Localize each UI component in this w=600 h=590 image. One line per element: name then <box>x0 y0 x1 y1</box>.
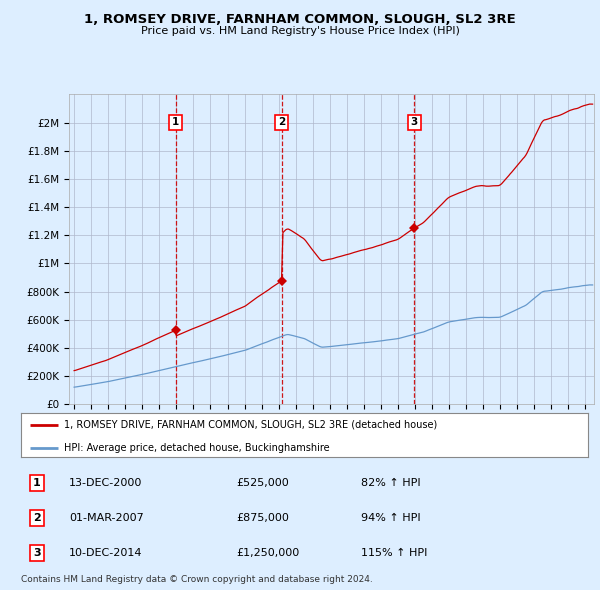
Text: 1: 1 <box>172 117 179 127</box>
Text: HPI: Average price, detached house, Buckinghamshire: HPI: Average price, detached house, Buck… <box>64 442 329 453</box>
Text: 1: 1 <box>33 478 41 488</box>
Text: 82% ↑ HPI: 82% ↑ HPI <box>361 478 421 488</box>
Text: 115% ↑ HPI: 115% ↑ HPI <box>361 548 428 558</box>
Text: 2: 2 <box>278 117 285 127</box>
Text: 1, ROMSEY DRIVE, FARNHAM COMMON, SLOUGH, SL2 3RE (detached house): 1, ROMSEY DRIVE, FARNHAM COMMON, SLOUGH,… <box>64 420 437 430</box>
Text: 3: 3 <box>33 548 41 558</box>
Text: 01-MAR-2007: 01-MAR-2007 <box>69 513 144 523</box>
Text: 10-DEC-2014: 10-DEC-2014 <box>69 548 143 558</box>
Text: 1, ROMSEY DRIVE, FARNHAM COMMON, SLOUGH, SL2 3RE: 1, ROMSEY DRIVE, FARNHAM COMMON, SLOUGH,… <box>84 13 516 26</box>
Text: £525,000: £525,000 <box>236 478 289 488</box>
Text: Price paid vs. HM Land Registry's House Price Index (HPI): Price paid vs. HM Land Registry's House … <box>140 26 460 36</box>
Text: 94% ↑ HPI: 94% ↑ HPI <box>361 513 421 523</box>
Text: £875,000: £875,000 <box>236 513 289 523</box>
Text: 3: 3 <box>410 117 418 127</box>
Text: 2: 2 <box>33 513 41 523</box>
Text: £1,250,000: £1,250,000 <box>236 548 300 558</box>
Text: 13-DEC-2000: 13-DEC-2000 <box>69 478 143 488</box>
Text: Contains HM Land Registry data © Crown copyright and database right 2024.: Contains HM Land Registry data © Crown c… <box>21 575 373 584</box>
